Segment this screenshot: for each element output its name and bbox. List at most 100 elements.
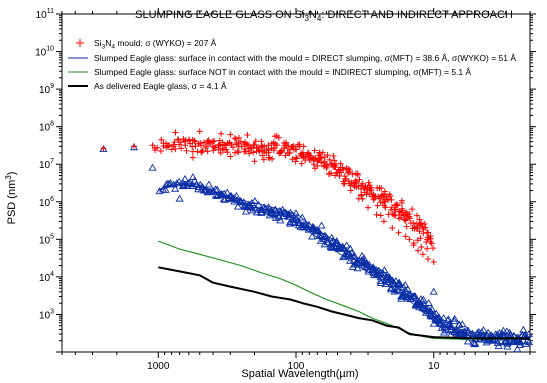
data-point-plus	[380, 218, 387, 225]
data-point-triangle	[271, 213, 280, 221]
data-point-plus	[410, 242, 417, 249]
data-point-plus	[164, 143, 171, 150]
y-tick-label: 103	[39, 308, 54, 321]
data-point-plus	[224, 149, 231, 156]
data-point-plus	[365, 204, 372, 211]
data-point-plus	[319, 149, 326, 156]
data-point-triangle	[388, 276, 397, 284]
data-point-plus	[332, 172, 339, 179]
data-point-plus	[366, 190, 373, 197]
data-point-triangle	[444, 315, 453, 323]
data-point-plus	[210, 138, 217, 145]
data-point-triangle	[264, 203, 273, 211]
data-point-plus	[402, 233, 409, 240]
data-point-plus	[312, 155, 319, 162]
data-point-plus	[394, 202, 401, 209]
data-point-plus	[399, 207, 406, 214]
data-point-plus	[368, 187, 375, 194]
data-point-triangle	[450, 316, 459, 324]
data-point-plus	[189, 154, 196, 161]
data-point-plus	[418, 244, 425, 251]
series-direct	[99, 143, 534, 353]
data-point-triangle	[429, 310, 438, 318]
data-point-plus	[198, 148, 205, 155]
data-point-triangle	[286, 219, 295, 227]
data-point-triangle	[308, 222, 317, 230]
data-point-plus	[171, 139, 178, 146]
data-point-triangle	[426, 307, 435, 315]
chart-title: SLUMPING EAGLE GLASS ON Si3N4: DIRECT AN…	[135, 9, 513, 23]
data-point-plus	[200, 139, 207, 146]
data-point-triangle	[180, 174, 190, 182]
data-point-triangle	[332, 238, 342, 246]
data-point-plus	[227, 153, 234, 160]
data-point-triangle	[219, 195, 228, 203]
data-point-plus	[244, 131, 251, 138]
data-point-triangle	[275, 206, 284, 214]
x-tick-label: 1000	[147, 361, 170, 372]
legend: Si3N4 mould: σ (WYKO) = 207 Å Slumped Eag…	[68, 38, 516, 91]
data-point-plus	[235, 143, 242, 150]
data-point-plus	[406, 236, 413, 243]
data-point-triangle	[241, 207, 251, 215]
data-point-triangle	[424, 298, 433, 306]
data-point-triangle	[395, 278, 404, 286]
x-axis-label: Spatial Wavelength(µm)	[241, 368, 358, 380]
data-point-plus	[191, 138, 198, 145]
data-point-triangle	[129, 143, 139, 151]
data-point-plus	[400, 212, 407, 219]
data-point-plus	[395, 229, 402, 236]
data-point-triangle	[385, 273, 394, 281]
data-point-triangle	[451, 326, 460, 333]
data-point-plus	[356, 176, 363, 183]
data-point-plus	[149, 142, 156, 149]
data-point-triangle	[409, 292, 418, 300]
data-point-triangle	[163, 179, 173, 187]
data-point-triangle	[398, 292, 408, 300]
data-point-triangle	[401, 281, 410, 289]
data-point-triangle	[281, 208, 290, 216]
data-point-plus	[261, 143, 268, 150]
data-point-plus	[293, 146, 300, 153]
data-point-triangle	[317, 221, 326, 229]
data-point-triangle	[524, 338, 534, 346]
data-point-triangle	[175, 177, 184, 185]
data-point-triangle	[376, 277, 385, 284]
data-point-plus	[293, 154, 299, 161]
data-point-triangle	[484, 328, 493, 336]
data-point-triangle	[381, 280, 390, 288]
data-point-plus	[416, 228, 423, 235]
data-point-plus	[187, 140, 194, 147]
data-point-triangle	[479, 326, 488, 334]
data-point-plus	[178, 145, 185, 152]
data-point-plus	[403, 209, 410, 216]
data-point-plus	[389, 225, 396, 232]
data-point-plus	[300, 143, 307, 150]
data-point-triangle	[343, 250, 352, 258]
data-point-plus	[217, 150, 224, 157]
data-point-plus	[364, 185, 371, 192]
data-point-triangle	[267, 208, 276, 216]
data-point-triangle	[301, 220, 310, 228]
series-mould	[100, 128, 437, 265]
y-tick-label: 1010	[35, 46, 54, 59]
data-point-plus	[314, 158, 321, 165]
data-point-triangle	[516, 338, 525, 346]
data-point-triangle	[188, 173, 198, 181]
data-point-plus	[293, 155, 300, 162]
data-point-plus	[377, 212, 384, 219]
data-point-plus	[331, 162, 338, 169]
data-point-triangle	[256, 205, 265, 213]
data-point-triangle	[317, 232, 326, 240]
data-point-triangle	[347, 248, 356, 256]
data-point-triangle	[354, 256, 364, 264]
data-point-plus	[414, 212, 421, 219]
data-point-plus	[363, 191, 370, 198]
data-point-plus	[196, 128, 203, 135]
data-point-plus	[398, 197, 405, 204]
data-point-plus	[355, 195, 362, 202]
data-point-plus	[100, 145, 107, 152]
data-point-plus	[274, 142, 281, 149]
data-point-triangle	[271, 205, 280, 213]
legend-label: Slumped Eagle glass: surface in contact …	[94, 53, 516, 63]
